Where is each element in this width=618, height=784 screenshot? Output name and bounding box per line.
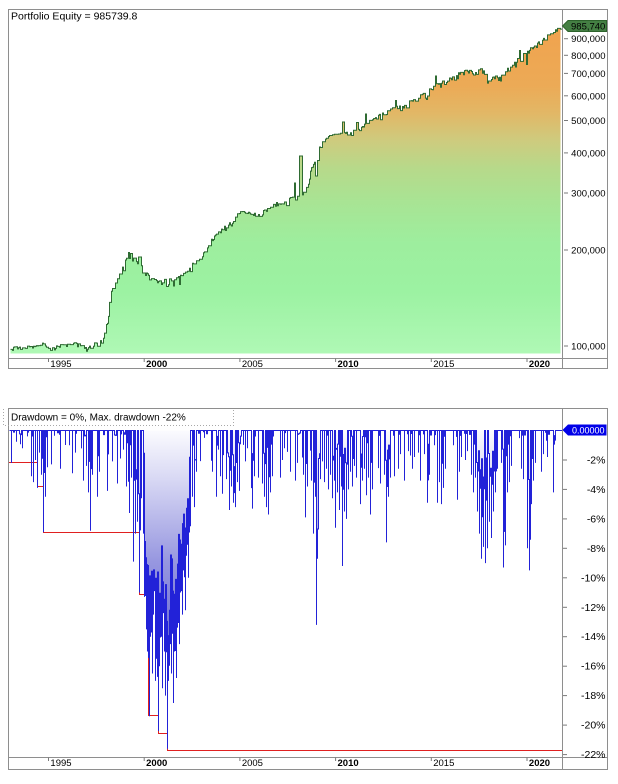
svg-text:-12%: -12% (581, 602, 606, 614)
svg-text:2000: 2000 (146, 758, 167, 769)
svg-text:-20%: -20% (581, 720, 606, 732)
svg-text:2010: 2010 (338, 359, 359, 370)
svg-text:-10%: -10% (581, 572, 606, 584)
svg-text:-16%: -16% (581, 661, 606, 673)
svg-text:2000: 2000 (146, 359, 167, 370)
svg-text:200,000: 200,000 (571, 246, 605, 257)
svg-text:2015: 2015 (433, 359, 454, 370)
svg-text:2005: 2005 (242, 359, 263, 370)
svg-text:1995: 1995 (50, 758, 71, 769)
svg-text:-22%: -22% (581, 749, 606, 761)
svg-text:-18%: -18% (581, 690, 606, 702)
svg-text:Portfolio Equity = 985739.8: Portfolio Equity = 985739.8 (11, 11, 138, 23)
svg-text:900,000: 900,000 (571, 34, 605, 45)
svg-text:-8%: -8% (587, 543, 606, 555)
svg-text:2005: 2005 (242, 758, 263, 769)
svg-text:0.00000: 0.00000 (572, 426, 605, 436)
svg-text:500,000: 500,000 (571, 116, 605, 127)
svg-text:985,740: 985,740 (571, 22, 605, 33)
svg-text:800,000: 800,000 (571, 51, 605, 62)
svg-text:100,000: 100,000 (571, 342, 605, 353)
svg-text:Drawdown = 0%, Max. drawdown -: Drawdown = 0%, Max. drawdown -22% (11, 413, 186, 424)
svg-text:-2%: -2% (587, 455, 606, 467)
svg-text:-4%: -4% (587, 484, 606, 496)
svg-text:2020: 2020 (529, 758, 550, 769)
svg-text:-14%: -14% (581, 631, 606, 643)
svg-text:-6%: -6% (587, 513, 606, 525)
svg-text:1995: 1995 (50, 359, 71, 370)
svg-text:2010: 2010 (338, 758, 359, 769)
svg-text:400,000: 400,000 (571, 148, 605, 159)
svg-text:700,000: 700,000 (571, 69, 605, 80)
svg-text:300,000: 300,000 (571, 189, 605, 200)
svg-text:2020: 2020 (529, 359, 550, 370)
svg-text:600,000: 600,000 (571, 91, 605, 102)
svg-text:2015: 2015 (433, 758, 454, 769)
